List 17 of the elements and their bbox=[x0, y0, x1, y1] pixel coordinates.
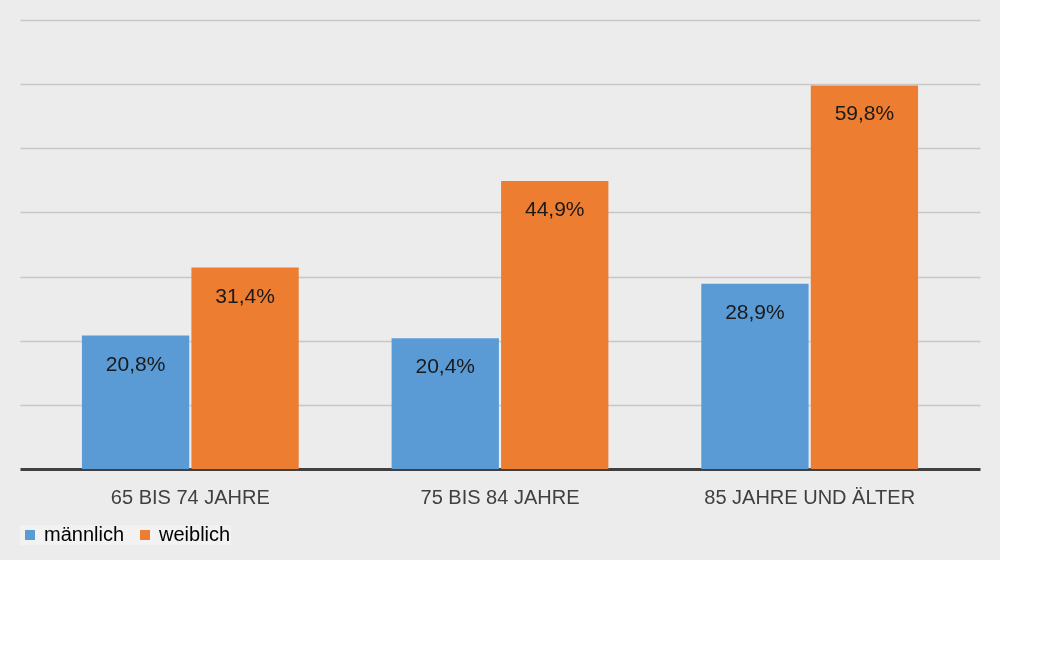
data-label: 28,9% bbox=[725, 299, 785, 323]
x-tick-label: 75 BIS 84 JAHRE bbox=[420, 485, 580, 508]
data-label: 20,4% bbox=[415, 354, 476, 378]
data-label: 20,8% bbox=[105, 351, 166, 375]
bar bbox=[391, 338, 499, 469]
x-tick-label: 65 BIS 74 JAHRE bbox=[110, 485, 270, 508]
bar bbox=[701, 283, 809, 469]
data-label: 59,8% bbox=[834, 101, 895, 125]
data-label: 31,4% bbox=[215, 283, 275, 307]
x-tick-label: 85 JAHRE UND ÄLTER bbox=[704, 485, 916, 508]
bar bbox=[191, 267, 299, 469]
bar bbox=[81, 335, 190, 469]
bar bbox=[810, 85, 919, 469]
legend-label: weiblich bbox=[158, 523, 231, 545]
data-label: 44,9% bbox=[524, 197, 585, 220]
bar bbox=[501, 181, 609, 469]
legend-label: männlich bbox=[44, 523, 125, 545]
